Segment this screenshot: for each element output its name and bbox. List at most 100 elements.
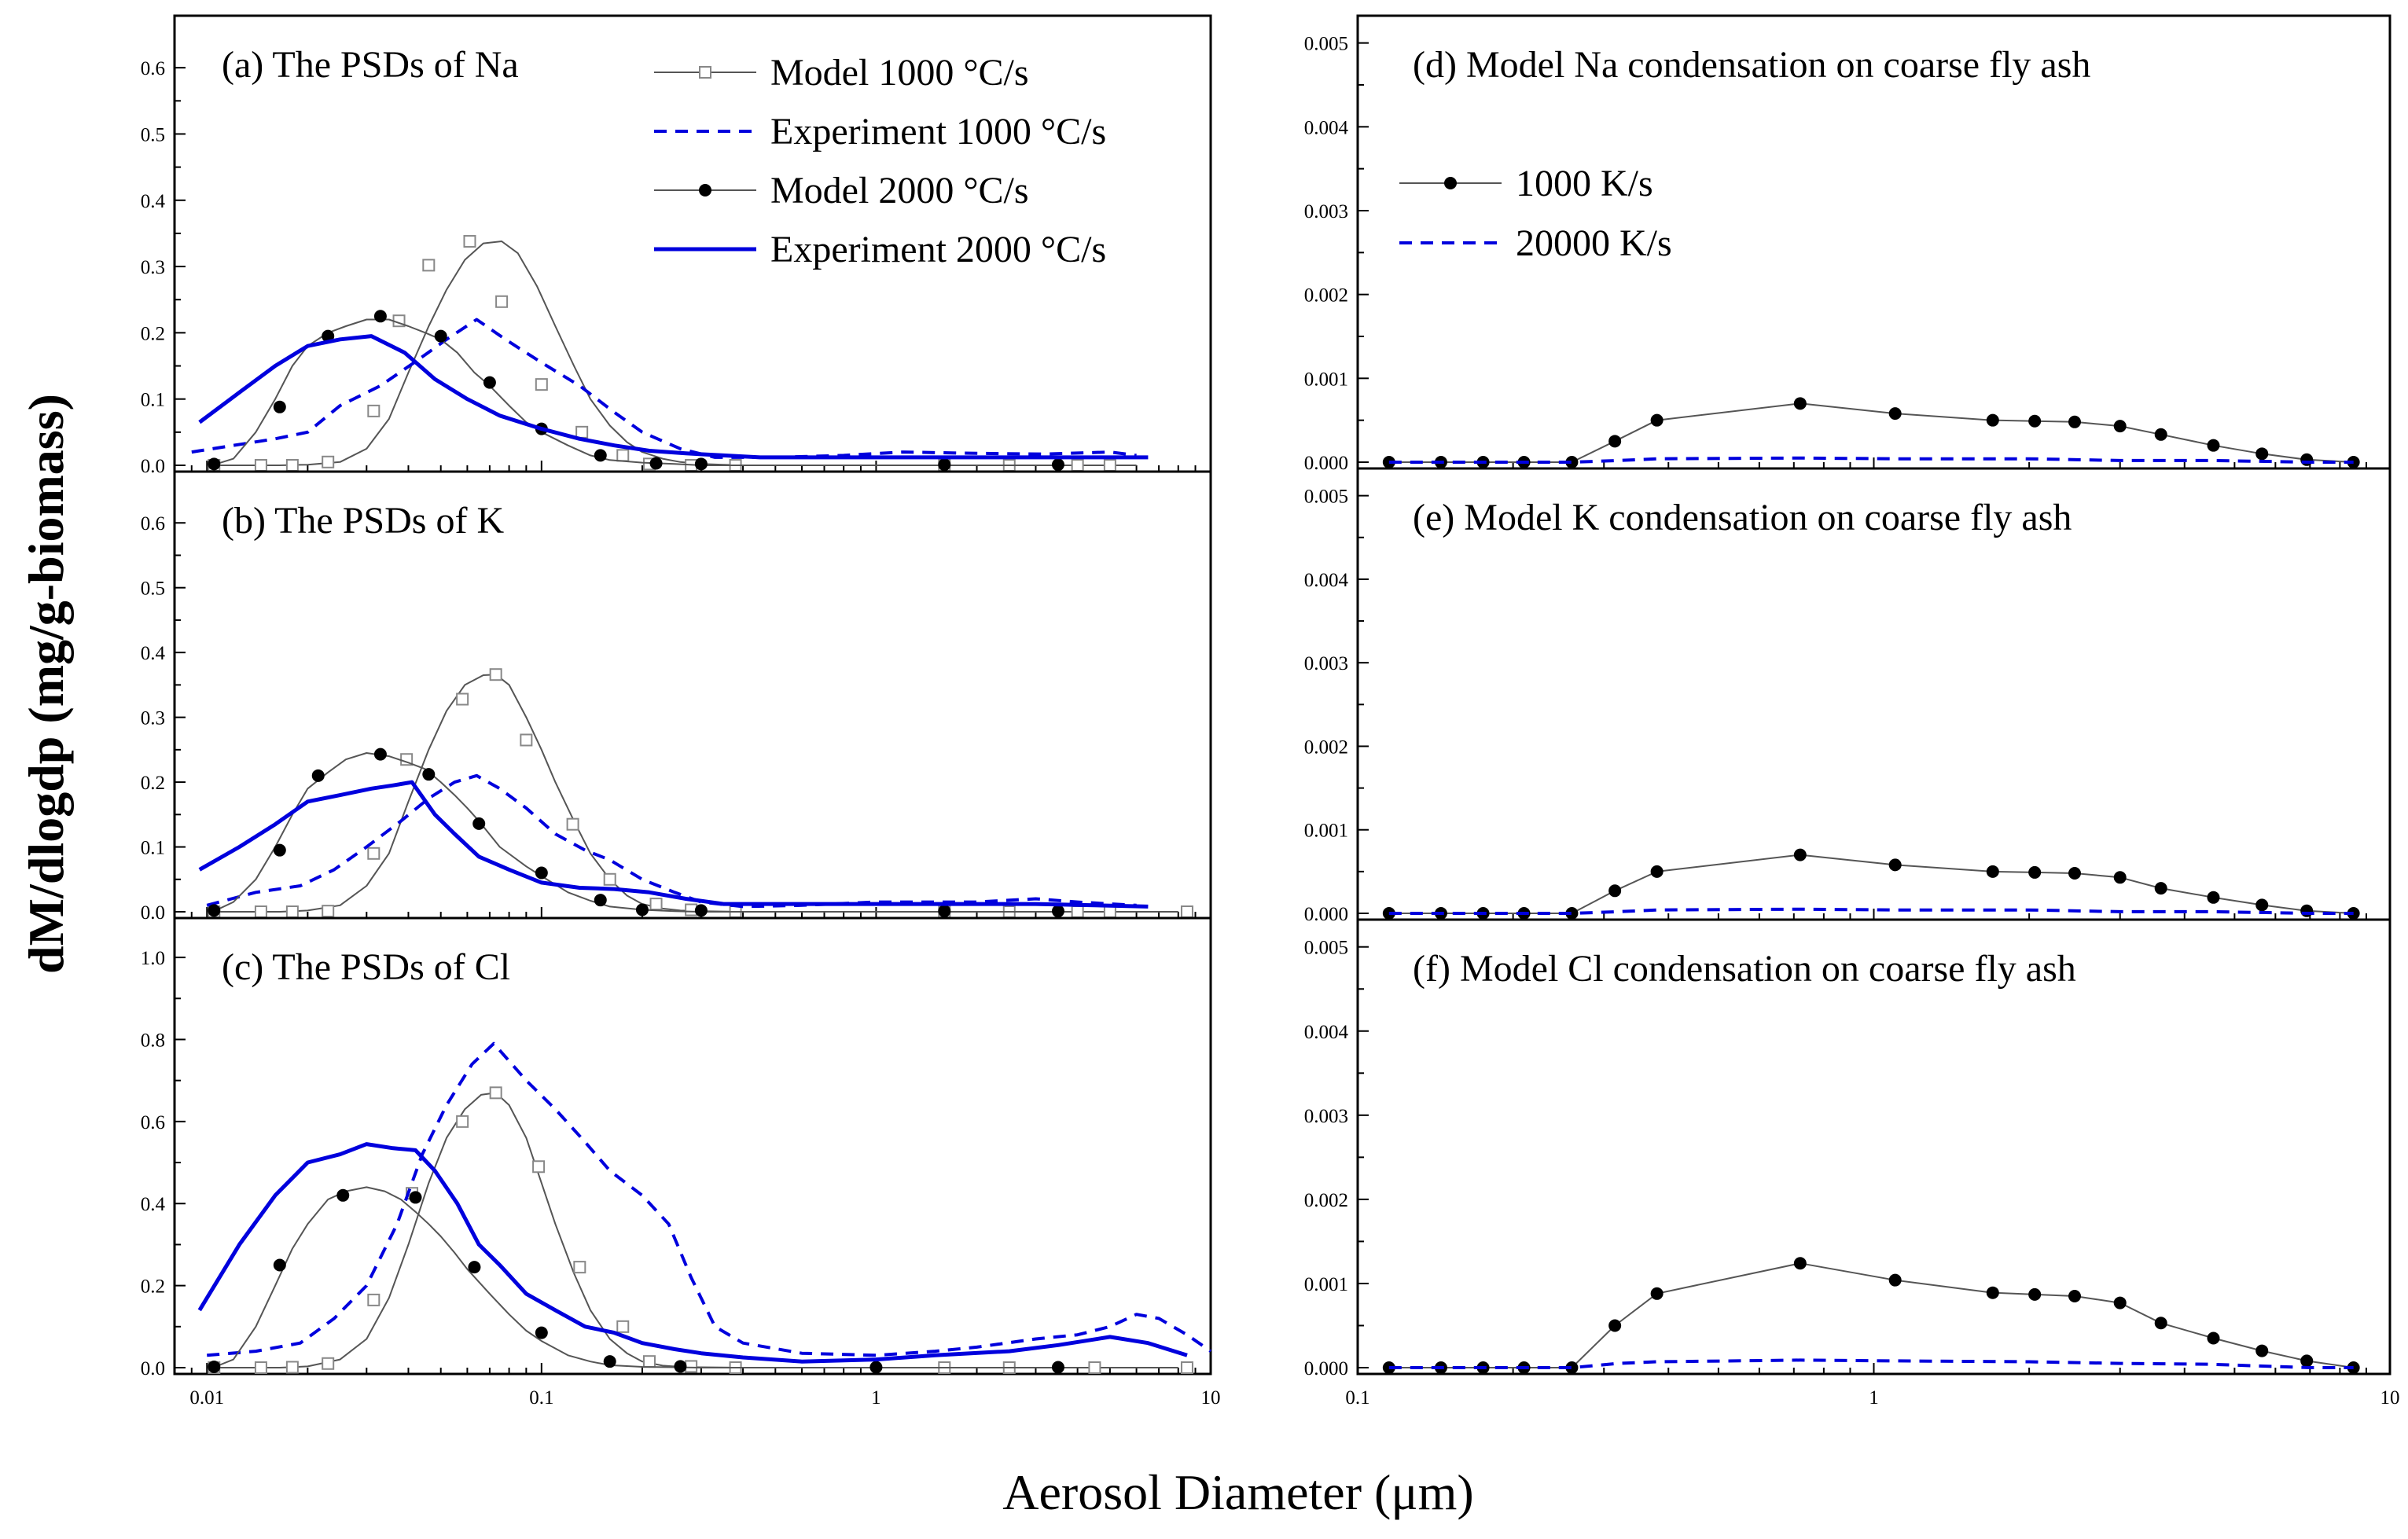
data-point (2113, 1296, 2127, 1309)
legend-label: 20000 K/s (1516, 222, 1672, 264)
data-point (2255, 447, 2269, 461)
x-axis-title: Aerosol Diameter (μm) (1002, 1464, 1473, 1520)
data-point (1565, 1361, 1579, 1374)
data-point (2207, 891, 2220, 904)
x-tick-label: 0.1 (1345, 1387, 1369, 1409)
panel-f: 0.000 0.001 0.002 0.003 0.004 0.005 0.1 1 10 (f) … (1304, 918, 2400, 1409)
data-point (322, 905, 335, 918)
data-point (685, 1360, 698, 1373)
y-tick-label: 1.0 (141, 948, 165, 969)
data-point (273, 1258, 286, 1272)
data-point (1608, 1319, 1622, 1332)
data-point (2300, 453, 2314, 466)
data-point (566, 817, 579, 831)
y-tick-label: 0.004 (1304, 570, 1349, 591)
data-point (367, 1293, 381, 1306)
data-point (254, 905, 267, 918)
y-tick-label: 0.1 (141, 390, 165, 411)
data-point (2028, 414, 2042, 428)
y-tick-label: 0.4 (141, 1194, 166, 1215)
data-point (603, 872, 616, 886)
data-point (2068, 415, 2081, 428)
data-point (649, 457, 663, 470)
data-point (1650, 1287, 1664, 1300)
data-point (616, 1320, 630, 1333)
y-tick-label: 0.2 (141, 773, 165, 794)
y-tick-label: 0.000 (1304, 1358, 1348, 1379)
data-point (2028, 1287, 2042, 1301)
data-point (472, 817, 486, 830)
y-tick-label: 0.005 (1304, 938, 1348, 959)
data-point (694, 904, 708, 917)
data-point (1565, 456, 1579, 468)
data-point (208, 904, 221, 917)
series-line (1388, 907, 2354, 915)
panel-title: (e) Model K condensation on coarse fly a… (1413, 497, 2072, 538)
data-point (2255, 1344, 2269, 1357)
data-point (594, 449, 607, 462)
legend-label: 1000 K/s (1516, 163, 1653, 204)
data-point (2068, 866, 2081, 880)
y-tick-label: 0.1 (141, 838, 165, 859)
legend-marker (699, 184, 711, 197)
data-point (208, 1360, 221, 1373)
data-point (674, 1360, 687, 1373)
data-point (1888, 858, 1902, 872)
y-tick-label: 0.3 (141, 708, 165, 729)
data-point (2028, 865, 2042, 879)
data-point (456, 1115, 469, 1128)
data-point (273, 843, 286, 857)
series-line (206, 773, 1137, 909)
panel-title: (a) The PSDs of Na (222, 44, 519, 86)
data-point (603, 1355, 616, 1368)
data-point (594, 894, 607, 907)
y-tick-label: 0.0 (141, 1358, 165, 1379)
data-point (1650, 865, 1664, 878)
legend-label: Model 2000 °C/s (770, 170, 1029, 211)
y-tick-label: 0.000 (1304, 453, 1348, 474)
data-point (422, 768, 436, 781)
data-point (489, 1086, 502, 1100)
data-point (635, 903, 649, 916)
x-tick-label: 10 (1201, 1387, 1221, 1409)
y-tick-label: 0.6 (141, 1112, 165, 1133)
data-point (1051, 1361, 1064, 1374)
data-point (2113, 871, 2127, 884)
data-point (1103, 905, 1116, 918)
y-tick-label: 0.001 (1304, 369, 1348, 390)
y-tick-label: 0.8 (141, 1030, 165, 1051)
legend-marker (699, 66, 711, 79)
data-point (1565, 907, 1579, 920)
data-point (2300, 904, 2314, 917)
y-tick-label: 0.004 (1304, 1022, 1349, 1043)
data-point (254, 1361, 267, 1374)
data-point (322, 455, 335, 468)
data-point (2068, 1290, 2081, 1302)
legend-left: Model 1000 °C/s Experiment 1000 °C/s Model… (654, 52, 1106, 270)
x-tick-label: 10 (2380, 1387, 2400, 1409)
x-tick-label: 1 (1869, 1387, 1879, 1409)
y-tick-label: 0.0 (141, 902, 165, 924)
data-point (2300, 1354, 2314, 1368)
series-line (198, 780, 1149, 909)
y-tick-label: 0.005 (1304, 34, 1348, 55)
data-point (1051, 458, 1064, 472)
panel-d: 0.000 0.001 0.002 0.003 0.004 0.005 (d) Model … (1304, 14, 2391, 474)
data-point (285, 905, 299, 918)
data-point (520, 733, 533, 747)
panels: 0.0 0.1 0.2 0.3 0.4 0.5 0.6 (a) The PSDs of Na 0… (141, 14, 2400, 1409)
data-point (373, 310, 387, 323)
data-point (1180, 1361, 1193, 1374)
data-point (573, 1261, 586, 1274)
data-point (1986, 865, 1999, 878)
data-point (1986, 413, 1999, 427)
panel-title: (d) Model Na condensation on coarse fly … (1413, 44, 2090, 86)
y-tick-label: 0.5 (141, 124, 165, 145)
data-point (2154, 428, 2167, 441)
data-point (422, 259, 436, 272)
legend-marker (1444, 177, 1457, 189)
y-tick-label: 0.4 (141, 191, 166, 212)
data-point (642, 1355, 656, 1368)
data-point (1650, 413, 1664, 427)
y-tick-label: 0.5 (141, 579, 165, 600)
